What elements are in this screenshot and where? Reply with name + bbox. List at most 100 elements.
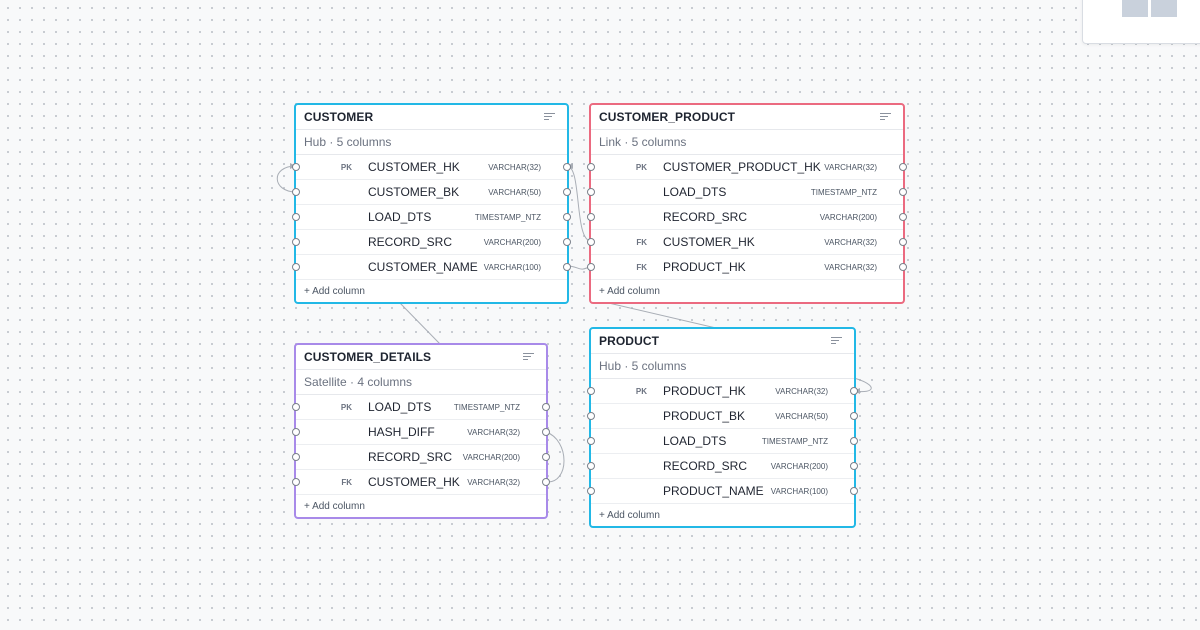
connection-port-icon[interactable] bbox=[587, 238, 595, 246]
connection-port-icon[interactable] bbox=[542, 478, 550, 486]
column-row[interactable]: PRODUCT_BK VARCHAR(50) bbox=[587, 404, 858, 429]
column-name: CUSTOMER_PRODUCT_HK bbox=[663, 160, 821, 174]
table-customer[interactable]: CUSTOMER Hub · 5 columns PK CUSTOMER_HK … bbox=[292, 103, 571, 304]
connection-port-icon[interactable] bbox=[587, 263, 595, 271]
connection-port-icon[interactable] bbox=[587, 462, 595, 470]
table-subtitle: Hub · 5 columns bbox=[296, 130, 567, 155]
column-name: PRODUCT_BK bbox=[663, 409, 746, 423]
column-name: LOAD_DTS bbox=[368, 210, 432, 224]
column-row[interactable]: LOAD_DTS TIMESTAMP_NTZ bbox=[587, 429, 858, 454]
connection-port-icon[interactable] bbox=[542, 428, 550, 436]
filter-lines-icon[interactable] bbox=[544, 113, 555, 122]
column-type: TIMESTAMP_NTZ bbox=[761, 436, 828, 446]
connection-port-icon[interactable] bbox=[899, 163, 907, 171]
connection-port-icon[interactable] bbox=[850, 462, 858, 470]
table-header[interactable]: PRODUCT bbox=[591, 329, 854, 354]
column-row[interactable]: RECORD_SRC VARCHAR(200) bbox=[292, 445, 550, 470]
add-column-button[interactable]: + Add column bbox=[304, 500, 365, 512]
table-name: PRODUCT bbox=[599, 334, 660, 348]
column-row[interactable]: PK CUSTOMER_HK VARCHAR(32) bbox=[292, 155, 571, 180]
connection-port-icon[interactable] bbox=[850, 387, 858, 395]
connection-port-icon[interactable] bbox=[563, 263, 571, 271]
minimap[interactable] bbox=[1082, 0, 1200, 44]
column-row[interactable]: RECORD_SRC VARCHAR(200) bbox=[587, 205, 907, 230]
filter-lines-icon[interactable] bbox=[831, 337, 842, 346]
connection-port-icon[interactable] bbox=[292, 238, 300, 246]
connection-port-icon[interactable] bbox=[542, 453, 550, 461]
column-row[interactable]: PK LOAD_DTS TIMESTAMP_NTZ bbox=[292, 395, 550, 420]
connection-port-icon[interactable] bbox=[563, 188, 571, 196]
connection-port-icon[interactable] bbox=[292, 453, 300, 461]
connection-port-icon[interactable] bbox=[587, 412, 595, 420]
column-row[interactable]: CUSTOMER_NAME VARCHAR(100) bbox=[292, 255, 571, 280]
column-type: VARCHAR(50) bbox=[775, 411, 828, 421]
connection-port-icon[interactable] bbox=[292, 213, 300, 221]
column-row[interactable]: HASH_DIFF VARCHAR(32) bbox=[292, 420, 550, 445]
connection-port-icon[interactable] bbox=[899, 213, 907, 221]
column-type: VARCHAR(50) bbox=[488, 187, 541, 197]
column-type: TIMESTAMP_NTZ bbox=[474, 212, 541, 222]
connection-port-icon[interactable] bbox=[587, 387, 595, 395]
column-type: VARCHAR(32) bbox=[824, 262, 877, 272]
table-header[interactable]: CUSTOMER_PRODUCT bbox=[591, 105, 903, 130]
add-column-button[interactable]: + Add column bbox=[599, 285, 660, 297]
table-subtitle: Hub · 5 columns bbox=[591, 354, 854, 379]
column-row[interactable]: PK CUSTOMER_PRODUCT_HK VARCHAR(32) bbox=[587, 155, 907, 180]
column-row[interactable]: LOAD_DTS TIMESTAMP_NTZ bbox=[292, 205, 571, 230]
connection-port-icon[interactable] bbox=[899, 238, 907, 246]
connection-port-icon[interactable] bbox=[292, 263, 300, 271]
key-badge: PK bbox=[340, 162, 352, 172]
table-product[interactable]: PRODUCT Hub · 5 columns PK PRODUCT_HK VA… bbox=[587, 327, 858, 528]
connection-port-icon[interactable] bbox=[899, 263, 907, 271]
connection-port-icon[interactable] bbox=[587, 163, 595, 171]
column-row[interactable]: PRODUCT_NAME VARCHAR(100) bbox=[587, 479, 858, 504]
connection-port-icon[interactable] bbox=[292, 188, 300, 196]
connection-port-icon[interactable] bbox=[563, 213, 571, 221]
table-customer-product[interactable]: CUSTOMER_PRODUCT Link · 5 columns PK CUS… bbox=[587, 103, 907, 304]
connection-port-icon[interactable] bbox=[292, 428, 300, 436]
column-row[interactable]: RECORD_SRC VARCHAR(200) bbox=[587, 454, 858, 479]
connection-port-icon[interactable] bbox=[292, 403, 300, 411]
connection-port-icon[interactable] bbox=[292, 478, 300, 486]
filter-lines-icon[interactable] bbox=[880, 113, 891, 122]
key-badge: FK bbox=[341, 477, 352, 487]
column-type: VARCHAR(200) bbox=[819, 212, 877, 222]
key-badge: PK bbox=[635, 162, 647, 172]
connection-port-icon[interactable] bbox=[563, 238, 571, 246]
connection-port-icon[interactable] bbox=[563, 163, 571, 171]
table-header[interactable]: CUSTOMER bbox=[296, 105, 567, 130]
add-column-button[interactable]: + Add column bbox=[304, 285, 365, 297]
key-badge: FK bbox=[636, 237, 647, 247]
column-name: CUSTOMER_HK bbox=[663, 235, 755, 249]
column-row[interactable]: FK PRODUCT_HK VARCHAR(32) bbox=[587, 255, 907, 280]
connection-port-icon[interactable] bbox=[587, 487, 595, 495]
column-row[interactable]: LOAD_DTS TIMESTAMP_NTZ bbox=[587, 180, 907, 205]
table-header[interactable]: CUSTOMER_DETAILS bbox=[296, 345, 546, 370]
column-type: VARCHAR(32) bbox=[824, 237, 877, 247]
connection-port-icon[interactable] bbox=[542, 403, 550, 411]
table-name: CUSTOMER bbox=[304, 110, 374, 124]
connection-port-icon[interactable] bbox=[587, 437, 595, 445]
filter-lines-icon[interactable] bbox=[523, 353, 534, 362]
table-customer-details[interactable]: CUSTOMER_DETAILS Satellite · 4 columns P… bbox=[292, 343, 550, 519]
connection-port-icon[interactable] bbox=[292, 163, 300, 171]
column-type: VARCHAR(32) bbox=[488, 162, 541, 172]
add-column-button[interactable]: + Add column bbox=[599, 509, 660, 521]
connection-port-icon[interactable] bbox=[899, 188, 907, 196]
column-row[interactable]: CUSTOMER_BK VARCHAR(50) bbox=[292, 180, 571, 205]
column-name: RECORD_SRC bbox=[368, 235, 453, 249]
connection-port-icon[interactable] bbox=[850, 412, 858, 420]
column-name: PRODUCT_NAME bbox=[663, 484, 764, 498]
column-row[interactable]: RECORD_SRC VARCHAR(200) bbox=[292, 230, 571, 255]
column-row[interactable]: FK CUSTOMER_HK VARCHAR(32) bbox=[292, 470, 550, 495]
column-row[interactable]: FK CUSTOMER_HK VARCHAR(32) bbox=[587, 230, 907, 255]
column-row[interactable]: PK PRODUCT_HK VARCHAR(32) bbox=[587, 379, 858, 404]
edge-customer-link-customer-hk bbox=[566, 165, 592, 242]
column-name: PRODUCT_HK bbox=[663, 384, 746, 398]
connection-port-icon[interactable] bbox=[587, 213, 595, 221]
connection-port-icon[interactable] bbox=[850, 487, 858, 495]
connection-port-icon[interactable] bbox=[850, 437, 858, 445]
connection-port-icon[interactable] bbox=[587, 188, 595, 196]
column-name: RECORD_SRC bbox=[663, 210, 748, 224]
